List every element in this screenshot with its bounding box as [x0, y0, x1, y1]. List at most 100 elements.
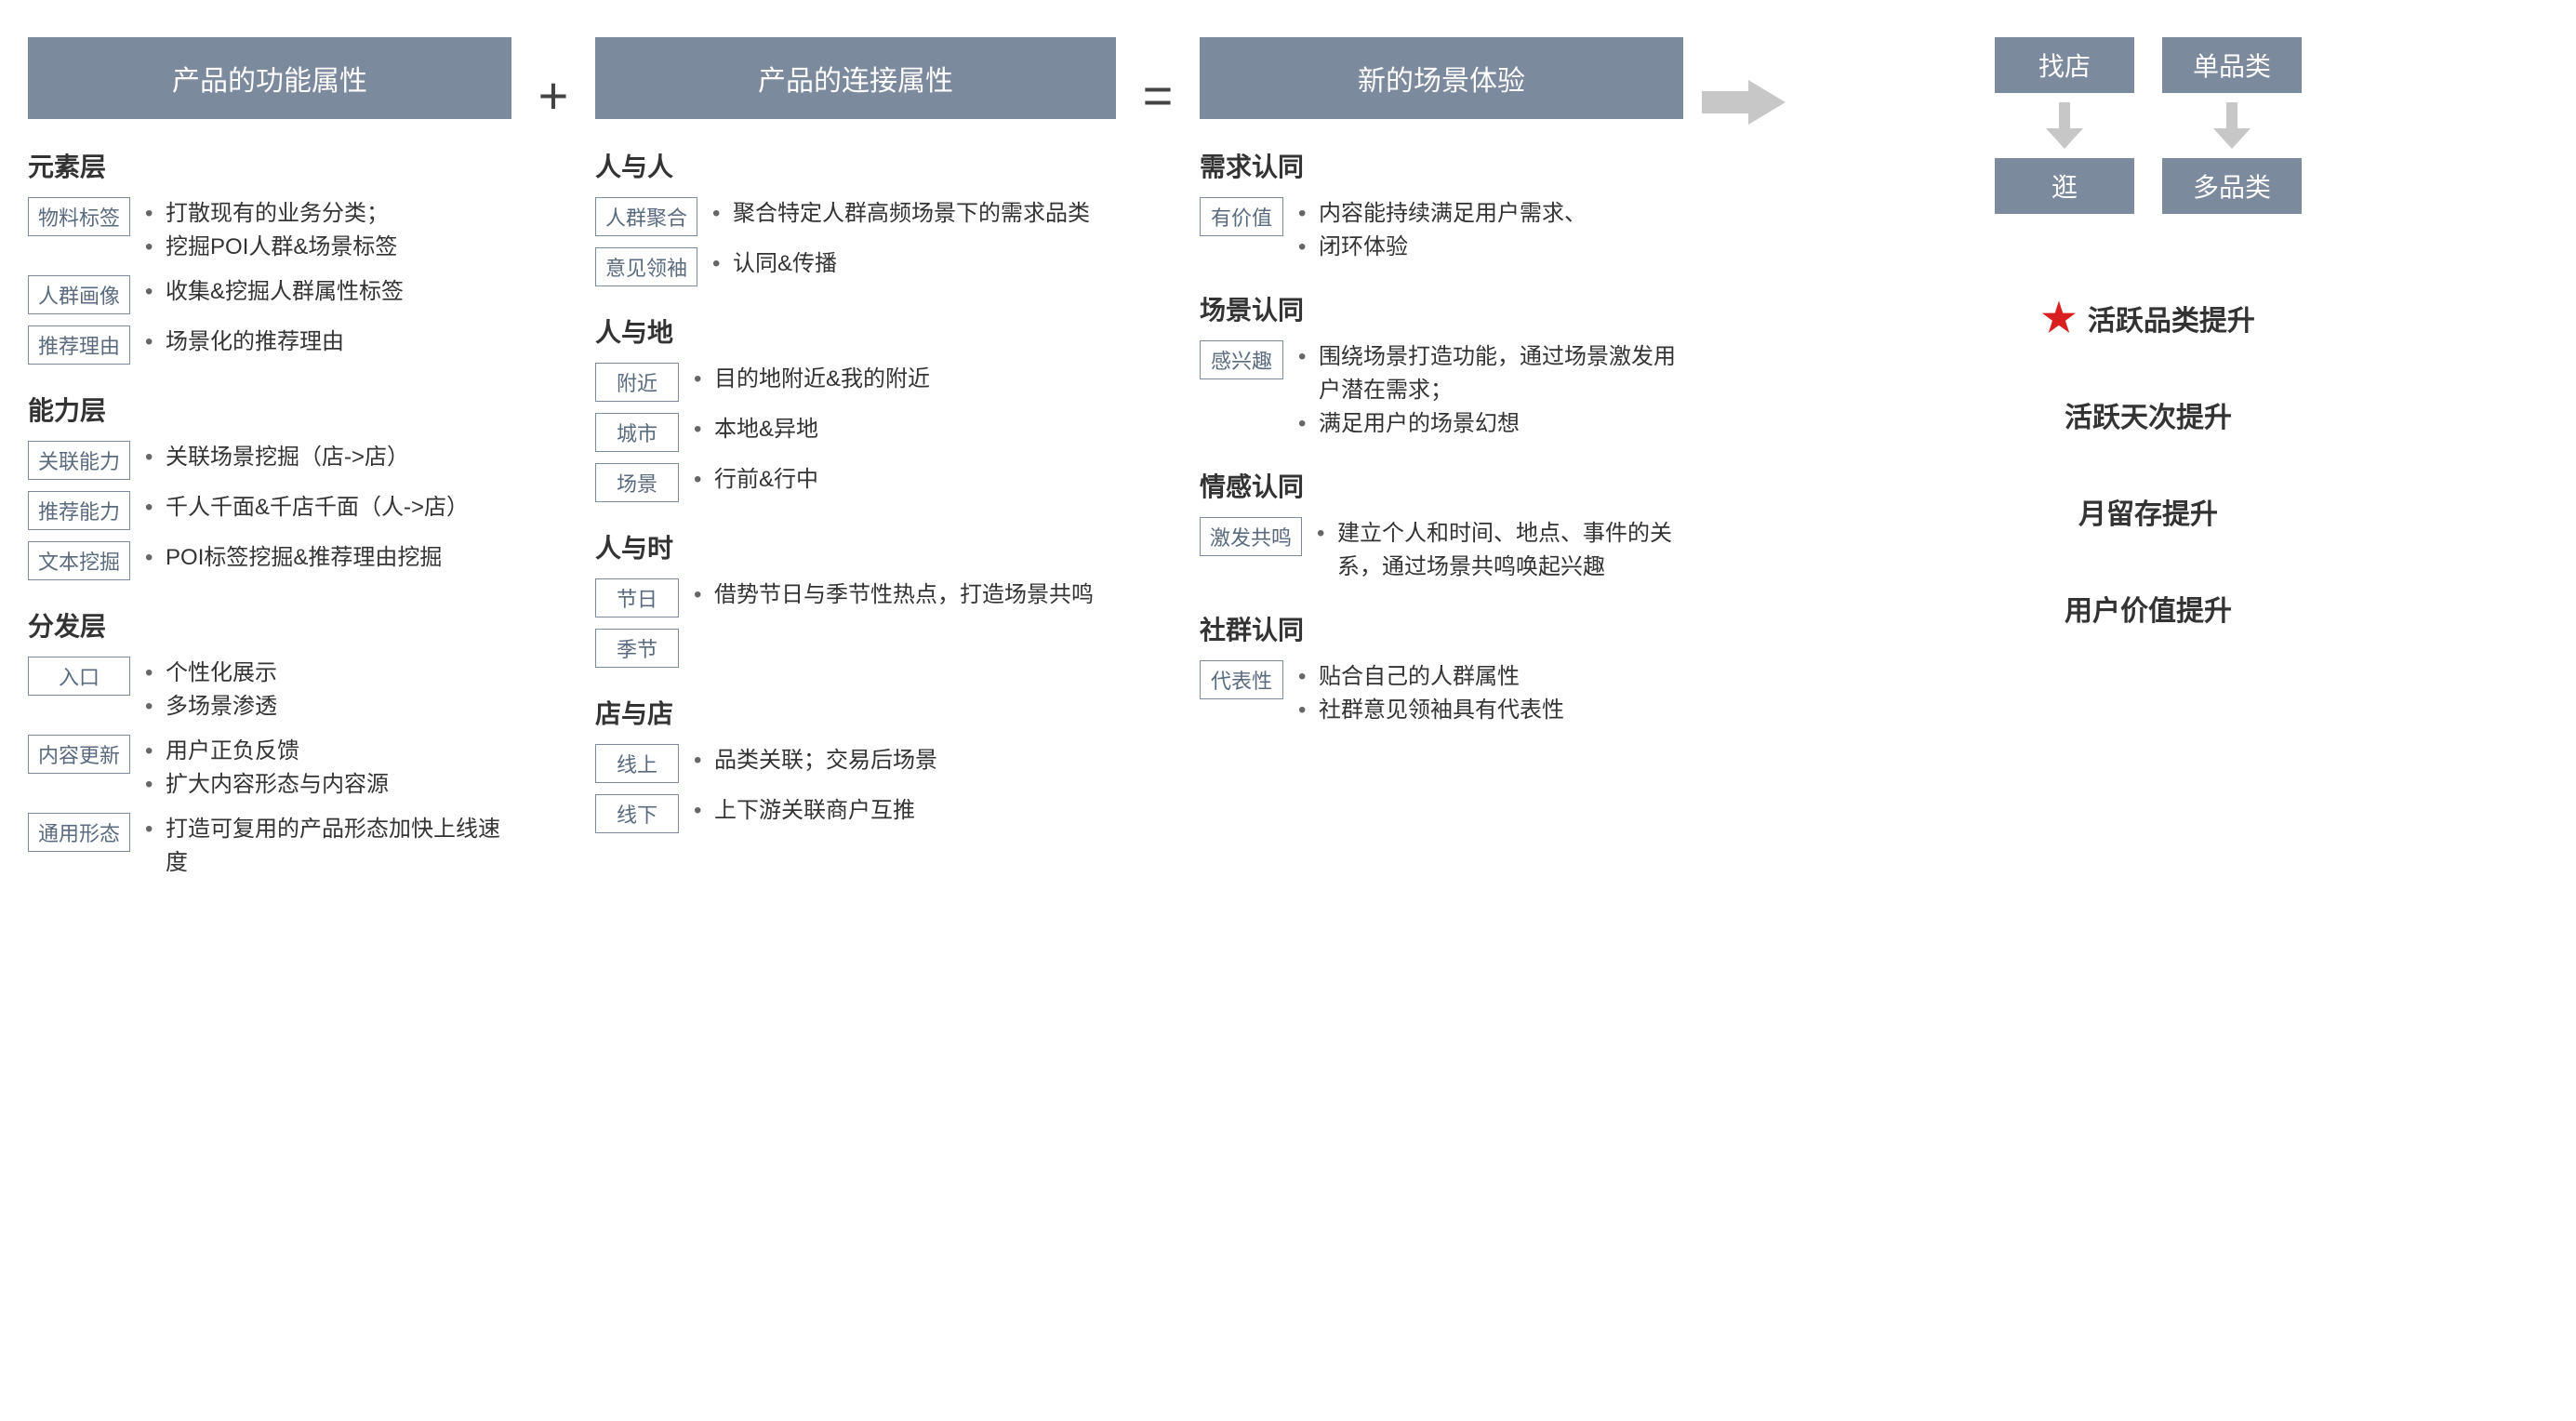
bullet-item: 本地&异地: [694, 413, 1116, 446]
bullet-item: 多场景渗透: [145, 690, 511, 724]
bullet-list: 行前&行中: [694, 463, 1116, 497]
section-title: 店与店: [595, 694, 1116, 731]
bullet-list: 内容能持续满足用户需求、闭环体验: [1298, 197, 1683, 264]
item-row: 推荐理由场景化的推荐理由: [28, 325, 511, 365]
bullet-item: 贴合自己的人群属性: [1298, 660, 1683, 694]
tag-label: 附近: [595, 363, 679, 402]
item-row: 推荐能力千人千面&千店千面（人->店）: [28, 491, 511, 530]
tag-label: 人群聚合: [595, 197, 697, 236]
header-experience: 新的场景体验: [1200, 37, 1683, 119]
tag-label: 推荐理由: [28, 325, 130, 365]
outcome-item: 用户价值提升: [2041, 588, 2255, 629]
item-row: 意见领袖认同&传播: [595, 247, 1116, 286]
bullet-list: 认同&传播: [712, 247, 1116, 281]
diagram-root: 产品的功能属性 元素层物料标签打散现有的业务分类；挖掘POI人群&场景标签人群画…: [28, 37, 2548, 891]
tag-label: 感兴趣: [1200, 340, 1283, 379]
bullet-item: 认同&传播: [712, 247, 1116, 281]
operator-equals: =: [1135, 37, 1181, 126]
outcome-item: ★活跃品类提升: [2041, 298, 2255, 339]
bullet-item: 打散现有的业务分类；: [145, 197, 511, 231]
column-experience: 新的场景体验 需求认同有价值内容能持续满足用户需求、闭环体验场景认同感兴趣围绕场…: [1200, 37, 1683, 738]
col2-sections: 人与人人群聚合聚合特定人群高频场景下的需求品类意见领袖认同&传播人与地附近目的地…: [595, 147, 1116, 833]
bullet-list: 打造可复用的产品形态加快上线速度: [145, 813, 511, 880]
item-row: 节日借势节日与季节性热点，打造场景共鸣: [595, 578, 1116, 618]
tag-label: 节日: [595, 578, 679, 618]
bullet-item: 围绕场景打造功能，通过场景激发用户潜在需求；: [1298, 340, 1683, 407]
section-title: 人与人: [595, 147, 1116, 184]
bullet-list: 目的地附近&我的附近: [694, 363, 1116, 396]
section-title: 情感认同: [1200, 467, 1683, 504]
item-row: 线下上下游关联商户互推: [595, 794, 1116, 833]
bullet-list: 上下游关联商户互推: [694, 794, 1116, 828]
star-icon: ★: [2041, 299, 2077, 338]
bullet-list: 本地&异地: [694, 413, 1116, 446]
item-row: 场景行前&行中: [595, 463, 1116, 502]
outcomes-list: ★活跃品类提升活跃天次提升月留存提升用户价值提升: [2041, 223, 2255, 629]
bullet-item: 行前&行中: [694, 463, 1116, 497]
outcome-text: 活跃天次提升: [2065, 394, 2232, 435]
section-title: 人与地: [595, 312, 1116, 350]
bullet-list: 用户正负反馈扩大内容形态与内容源: [145, 735, 511, 802]
bullet-item: 扩大内容形态与内容源: [145, 768, 511, 802]
tag-label: 有价值: [1200, 197, 1283, 236]
box-to-1: 多品类: [2162, 158, 2302, 214]
transition-to-row: 逛 多品类: [1995, 158, 2302, 214]
bullet-list: 个性化展示多场景渗透: [145, 657, 511, 724]
bullet-item: 目的地附近&我的附近: [694, 363, 1116, 396]
tag-label: 线下: [595, 794, 679, 833]
col3-sections: 需求认同有价值内容能持续满足用户需求、闭环体验场景认同感兴趣围绕场景打造功能，通…: [1200, 147, 1683, 727]
bullet-item: 千人千面&千店千面（人->店）: [145, 491, 511, 525]
outcome-item: 月留存提升: [2041, 491, 2255, 532]
section-title: 分发层: [28, 606, 511, 644]
bullet-item: 建立个人和时间、地点、事件的关系，通过场景共鸣唤起兴趣: [1317, 517, 1683, 584]
item-row: 通用形态打造可复用的产品形态加快上线速度: [28, 813, 511, 880]
transition-arrows: [1995, 102, 2302, 149]
bullet-item: 闭环体验: [1298, 231, 1683, 264]
arrow-right-icon: [1702, 37, 1786, 130]
outcome-text: 用户价值提升: [2065, 588, 2232, 629]
item-row: 物料标签打散现有的业务分类；挖掘POI人群&场景标签: [28, 197, 511, 264]
box-from-0: 找店: [1995, 37, 2134, 93]
item-row: 附近目的地附近&我的附近: [595, 363, 1116, 402]
bullet-list: 品类关联；交易后场景: [694, 744, 1116, 777]
down-arrow-icon: [1995, 102, 2134, 149]
tag-label: 意见领袖: [595, 247, 697, 286]
bullet-item: 场景化的推荐理由: [145, 325, 511, 359]
tag-label: 推荐能力: [28, 491, 130, 530]
bullet-item: 聚合特定人群高频场景下的需求品类: [712, 197, 1116, 231]
bullet-list: POI标签挖掘&推荐理由挖掘: [145, 541, 511, 575]
item-row: 代表性贴合自己的人群属性社群意见领袖具有代表性: [1200, 660, 1683, 727]
column-connection: 产品的连接属性 人与人人群聚合聚合特定人群高频场景下的需求品类意见领袖认同&传播…: [595, 37, 1116, 844]
tag-label: 线上: [595, 744, 679, 783]
bullet-item: 挖掘POI人群&场景标签: [145, 231, 511, 264]
item-row: 感兴趣围绕场景打造功能，通过场景激发用户潜在需求；满足用户的场景幻想: [1200, 340, 1683, 441]
bullet-list: 围绕场景打造功能，通过场景激发用户潜在需求；满足用户的场景幻想: [1298, 340, 1683, 441]
operator-plus: +: [530, 37, 577, 126]
item-row: 人群画像收集&挖掘人群属性标签: [28, 275, 511, 314]
item-row: 内容更新用户正负反馈扩大内容形态与内容源: [28, 735, 511, 802]
box-to-0: 逛: [1995, 158, 2134, 214]
header-connection: 产品的连接属性: [595, 37, 1116, 119]
bullet-list: 聚合特定人群高频场景下的需求品类: [712, 197, 1116, 231]
header-functional: 产品的功能属性: [28, 37, 511, 119]
box-from-1: 单品类: [2162, 37, 2302, 93]
transition-from-row: 找店 单品类: [1995, 37, 2302, 93]
tag-label: 激发共鸣: [1200, 517, 1302, 556]
item-row: 人群聚合聚合特定人群高频场景下的需求品类: [595, 197, 1116, 236]
section-title: 人与时: [595, 528, 1116, 565]
bullet-item: 个性化展示: [145, 657, 511, 690]
bullet-list: 场景化的推荐理由: [145, 325, 511, 359]
column-outcomes: 找店 单品类 逛 多品类 ★活跃品类提升活跃天次提升月留存提升用户价值提升: [1860, 37, 2437, 629]
item-row: 入口个性化展示多场景渗透: [28, 657, 511, 724]
tag-label: 人群画像: [28, 275, 130, 314]
tag-label: 城市: [595, 413, 679, 452]
tag-label: 场景: [595, 463, 679, 502]
item-row: 激发共鸣建立个人和时间、地点、事件的关系，通过场景共鸣唤起兴趣: [1200, 517, 1683, 584]
tag-label: 入口: [28, 657, 130, 696]
item-row: 有价值内容能持续满足用户需求、闭环体验: [1200, 197, 1683, 264]
bullet-list: 关联场景挖掘（店->店）: [145, 441, 511, 474]
col1-sections: 元素层物料标签打散现有的业务分类；挖掘POI人群&场景标签人群画像收集&挖掘人群…: [28, 147, 511, 880]
item-row: 文本挖掘POI标签挖掘&推荐理由挖掘: [28, 541, 511, 580]
bullet-item: 满足用户的场景幻想: [1298, 407, 1683, 441]
bullet-item: 用户正负反馈: [145, 735, 511, 768]
